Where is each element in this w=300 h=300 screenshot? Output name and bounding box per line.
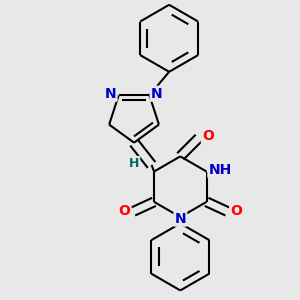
Text: O: O [118,204,130,218]
Text: N: N [151,87,162,101]
Text: O: O [230,204,242,218]
Text: O: O [202,129,214,143]
Text: H: H [129,157,139,170]
Text: N: N [175,212,186,226]
Text: NH: NH [208,163,232,177]
Text: N: N [105,87,116,101]
